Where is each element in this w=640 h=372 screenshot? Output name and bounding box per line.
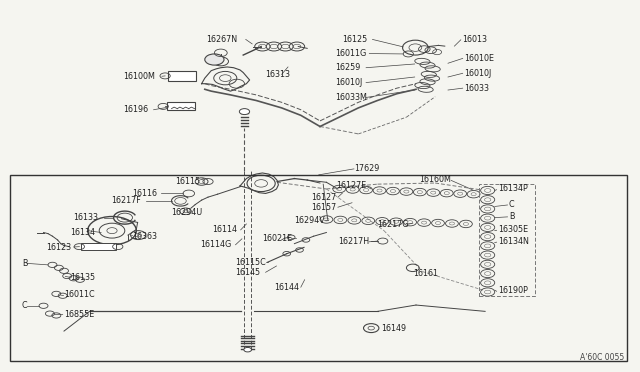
Text: 16133: 16133 <box>74 213 99 222</box>
Text: 16313: 16313 <box>266 70 291 79</box>
Text: 16021E: 16021E <box>262 234 292 243</box>
Text: 16161: 16161 <box>413 269 438 278</box>
Text: 16259: 16259 <box>335 63 361 72</box>
Text: A'60C 0055: A'60C 0055 <box>580 353 624 362</box>
Text: 16134P: 16134P <box>498 185 527 193</box>
Text: 16145: 16145 <box>236 268 260 277</box>
Bar <box>479 184 535 296</box>
Text: 16011C: 16011C <box>64 291 95 299</box>
Circle shape <box>244 347 252 352</box>
Text: 16135: 16135 <box>70 273 95 282</box>
Text: B: B <box>22 259 28 268</box>
Bar <box>10 175 627 361</box>
Text: 16114: 16114 <box>212 225 237 234</box>
Text: 16196: 16196 <box>123 105 148 114</box>
Text: 17629: 17629 <box>354 164 380 173</box>
Text: 16011G: 16011G <box>335 49 367 58</box>
Text: 16267N: 16267N <box>206 35 237 44</box>
Text: 16116: 16116 <box>132 189 157 198</box>
Text: 16115: 16115 <box>175 177 200 186</box>
Text: 16134N: 16134N <box>498 237 529 246</box>
FancyBboxPatch shape <box>81 243 116 250</box>
Text: 16100M: 16100M <box>123 72 155 81</box>
Text: 16010E: 16010E <box>464 54 494 63</box>
Text: 16363: 16363 <box>132 232 157 241</box>
FancyBboxPatch shape <box>168 71 196 81</box>
Text: 16855E: 16855E <box>64 310 94 319</box>
Text: 16010J: 16010J <box>464 69 492 78</box>
Text: 16190P: 16190P <box>498 286 528 295</box>
Text: 16127: 16127 <box>311 193 336 202</box>
Text: C: C <box>509 200 515 209</box>
Text: 16123: 16123 <box>46 243 71 251</box>
Text: 16013: 16013 <box>462 35 487 44</box>
Text: 16157: 16157 <box>311 203 336 212</box>
Text: 16114G: 16114G <box>200 240 231 249</box>
Text: 16134: 16134 <box>70 228 95 237</box>
FancyBboxPatch shape <box>167 102 195 110</box>
Text: 16294V: 16294V <box>294 216 325 225</box>
Text: 16125: 16125 <box>342 35 367 44</box>
Text: 16010J: 16010J <box>335 78 363 87</box>
Text: B: B <box>509 212 515 221</box>
Text: C: C <box>22 301 28 310</box>
Text: 16294U: 16294U <box>172 208 203 217</box>
Text: 16217G: 16217G <box>378 220 409 229</box>
Text: 16033: 16033 <box>464 84 489 93</box>
Text: 16115C: 16115C <box>236 258 266 267</box>
Text: 16127E: 16127E <box>337 181 367 190</box>
Text: 16149: 16149 <box>381 324 406 333</box>
Circle shape <box>239 109 250 115</box>
Text: 16217H: 16217H <box>338 237 369 246</box>
Circle shape <box>205 54 224 65</box>
Text: 16144: 16144 <box>274 283 299 292</box>
Text: 16305E: 16305E <box>498 225 528 234</box>
Text: 16217F: 16217F <box>111 196 141 205</box>
Text: 16033M: 16033M <box>335 93 367 102</box>
Text: 16160M: 16160M <box>419 175 451 184</box>
